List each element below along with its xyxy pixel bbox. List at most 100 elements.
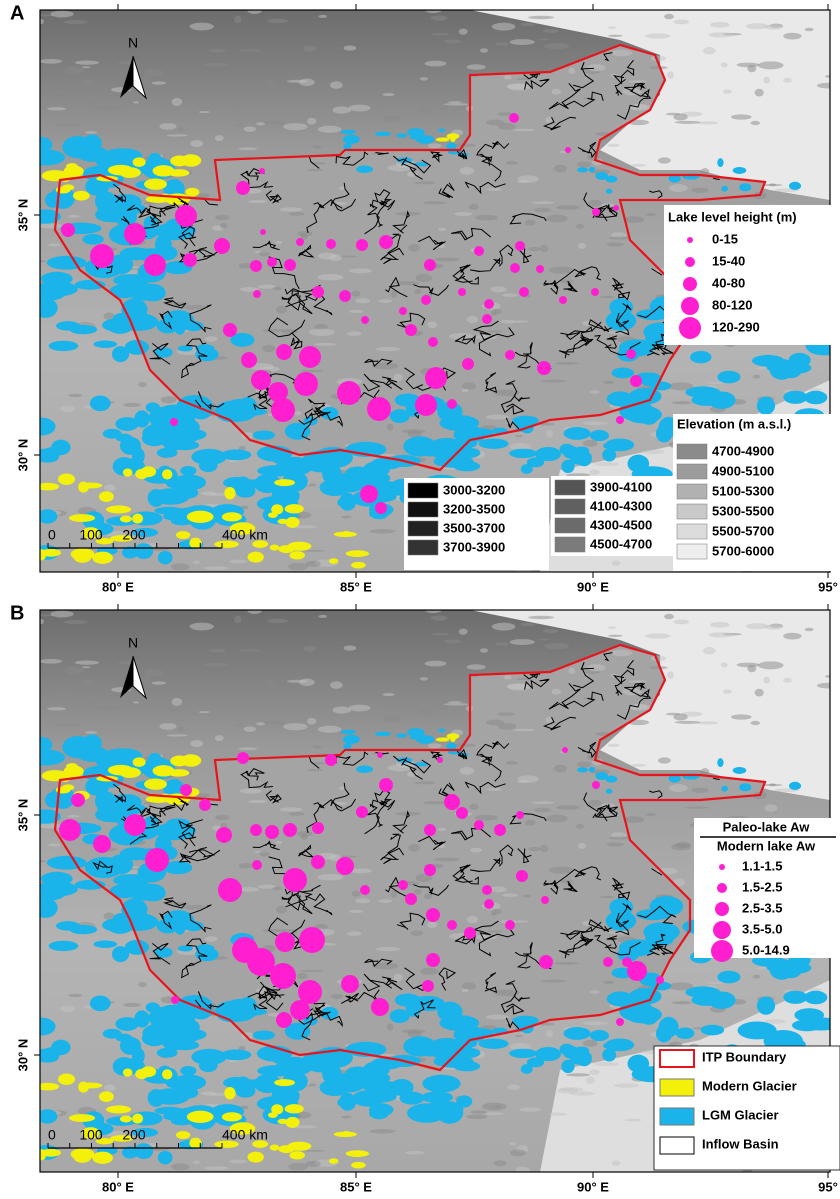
terrain-texture [408, 844, 420, 852]
lgm-glacier [717, 971, 740, 984]
modern-glacier [120, 1116, 132, 1123]
lgm-glacier [125, 940, 149, 955]
lake [505, 350, 515, 360]
lake [236, 181, 250, 195]
terrain-texture [303, 645, 316, 652]
terrain-texture [475, 815, 498, 821]
terrain-texture [267, 619, 288, 623]
lgm-glacier [685, 386, 720, 398]
lgm-glacier [363, 1061, 390, 1077]
terrain-texture [737, 663, 760, 668]
x-axis-label: 90° E [577, 579, 609, 594]
modern-glacier [342, 531, 350, 536]
modern-glacier [144, 179, 167, 190]
modern-glacier [224, 1087, 235, 1099]
terrain-texture [691, 788, 709, 793]
terrain-texture [486, 1015, 509, 1020]
lgm-glacier [602, 1049, 616, 1062]
terrain-texture [460, 767, 475, 775]
legend-label: 4700-4900 [712, 443, 774, 458]
lgm-glacier [733, 767, 747, 774]
lake [425, 367, 447, 389]
lake [537, 361, 551, 375]
terrain-texture [178, 727, 185, 732]
lgm-glacier [422, 1075, 460, 1093]
lake [616, 416, 624, 424]
terrain-texture [167, 134, 187, 136]
lake [474, 246, 484, 256]
terrain-texture [424, 893, 432, 899]
lake [616, 1018, 624, 1026]
x-axis-label: 80° E [102, 579, 134, 594]
lgm-glacier [158, 1151, 173, 1165]
modern-glacier [329, 558, 338, 564]
terrain-texture [753, 975, 760, 979]
lgm-glacier [509, 449, 537, 458]
terrain-texture [448, 701, 462, 703]
terrain-texture [608, 144, 620, 147]
panel-label: A [10, 2, 24, 24]
lgm-glacier [783, 991, 807, 1004]
terrain-texture [708, 32, 733, 37]
lgm-glacier [789, 182, 801, 190]
terrain-texture [87, 100, 96, 104]
terrain-texture [332, 706, 350, 713]
lgm-glacier [94, 940, 117, 948]
legend-label: 80-120 [712, 297, 752, 312]
x-axis-label: 95° [818, 1179, 838, 1194]
lgm-glacier [602, 449, 616, 462]
modern-glacier [450, 136, 455, 142]
terrain-texture [244, 726, 256, 732]
legend-symbol [685, 257, 695, 267]
terrain-texture [529, 847, 541, 851]
terrain-texture [664, 614, 674, 619]
lgm-glacier [25, 749, 65, 765]
modern-glacier [141, 466, 157, 477]
modern-glacier [224, 487, 235, 499]
modern-glacier [170, 756, 189, 767]
lake [360, 485, 378, 503]
terrain-texture [588, 800, 602, 807]
terrain-texture [425, 61, 447, 67]
terrain-texture [414, 889, 421, 894]
terrain-texture [504, 675, 512, 680]
scale-bar-label: 0 [48, 527, 56, 543]
lgm-glacier [103, 1029, 122, 1039]
terrain-texture [332, 106, 350, 113]
lake [183, 253, 197, 267]
lgm-glacier [479, 1038, 509, 1048]
terrain-texture [382, 93, 394, 96]
lake [311, 855, 325, 869]
legend-symbol [715, 902, 729, 916]
terrain-texture [460, 167, 475, 175]
lgm-glacier [733, 167, 747, 174]
lake [283, 823, 297, 837]
lake [375, 502, 387, 514]
modern-glacier [222, 512, 242, 521]
legend-title: Elevation (m a.s.l.) [677, 416, 791, 431]
terrain-texture [238, 747, 257, 750]
modern-glacier [73, 191, 90, 201]
lgm-glacier [561, 1060, 574, 1073]
terrain-texture [691, 188, 709, 193]
legend-swatch [677, 504, 707, 519]
terrain-texture [394, 974, 403, 982]
scale-bar-label: 200 [122, 527, 146, 543]
terrain-texture [313, 745, 322, 748]
terrain-texture [673, 19, 689, 24]
terrain-texture [262, 329, 286, 332]
modern-glacier [108, 165, 133, 176]
modern-glacier [58, 1074, 75, 1085]
terrain-texture [54, 90, 73, 95]
terrain-texture [305, 561, 320, 567]
lgm-glacier [454, 461, 481, 471]
legend-symbol [681, 297, 699, 315]
terrain-texture [685, 807, 708, 809]
lgm-glacier [606, 911, 636, 931]
lgm-glacier [603, 1042, 629, 1050]
terrain-texture [696, 121, 718, 124]
lgm-glacier [253, 1030, 275, 1039]
terrain-texture [172, 698, 183, 706]
terrain-texture [540, 245, 548, 252]
terrain-texture [420, 708, 431, 714]
